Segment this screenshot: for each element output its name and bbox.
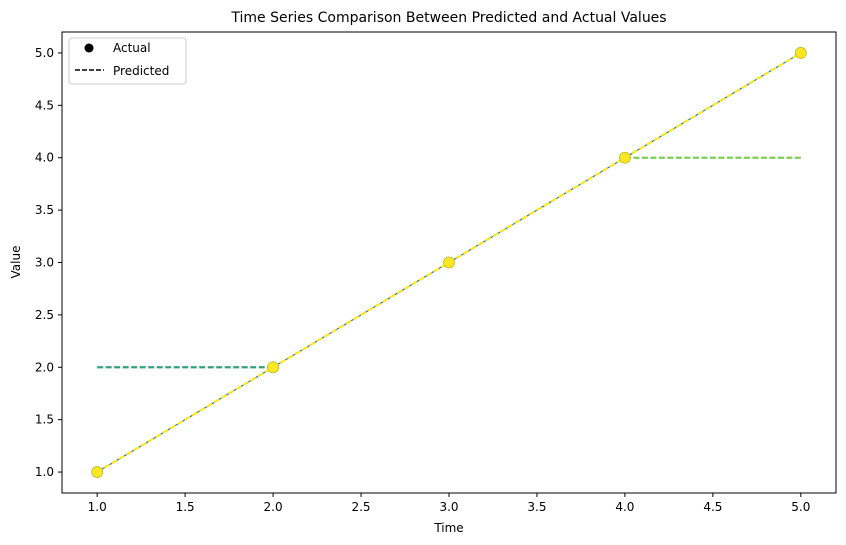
x-axis-title: Time xyxy=(433,521,463,535)
x-tick-label: 3.5 xyxy=(527,500,546,514)
legend-box xyxy=(68,37,187,85)
actual-points xyxy=(91,47,807,478)
actual-point xyxy=(443,256,455,269)
y-tick-label: 3.0 xyxy=(35,256,54,270)
chart-title: Time Series Comparison Between Predicted… xyxy=(230,10,666,26)
predicted-segment xyxy=(624,52,802,159)
legend-actual-label: Actual xyxy=(113,41,151,55)
y-tick-label: 5.0 xyxy=(35,46,54,60)
x-tick-label: 1.5 xyxy=(176,500,195,514)
x-tick-label: 4.0 xyxy=(615,500,634,514)
legend-actual-marker xyxy=(84,43,94,53)
y-tick-label: 1.5 xyxy=(35,413,54,427)
predicted-segment xyxy=(448,156,626,264)
y-axis-ticks: 1.0 1.5 2.0 2.5 3.0 3.5 4.0 4.5 5.0 xyxy=(35,46,62,479)
y-tick-label: 3.5 xyxy=(35,203,54,217)
predicted-segment xyxy=(96,366,274,473)
x-tick-label: 5.0 xyxy=(791,500,810,514)
actual-point xyxy=(91,466,104,478)
x-tick-label: 4.5 xyxy=(703,500,722,514)
x-tick-label: 3.0 xyxy=(439,500,458,514)
y-tick-label: 4.5 xyxy=(35,98,54,112)
x-tick-label: 2.0 xyxy=(264,500,283,514)
x-tick-label: 2.5 xyxy=(351,500,370,514)
actual-point xyxy=(619,151,631,164)
predicted-segment xyxy=(272,261,450,369)
y-tick-label: 4.0 xyxy=(35,151,54,165)
y-tick-label: 1.0 xyxy=(35,465,54,479)
x-axis-ticks: 1.0 1.5 2.0 2.5 3.0 3.5 4.0 4.5 5.0 xyxy=(88,493,810,514)
y-tick-label: 2.0 xyxy=(35,360,54,374)
x-tick-label: 1.0 xyxy=(88,500,107,514)
y-axis-title: Value xyxy=(9,246,23,279)
actual-point xyxy=(267,361,279,374)
y-tick-label: 2.5 xyxy=(35,308,54,322)
legend: Actual Predicted xyxy=(68,37,187,85)
legend-predicted-label: Predicted xyxy=(113,64,169,78)
actual-point xyxy=(794,47,807,59)
